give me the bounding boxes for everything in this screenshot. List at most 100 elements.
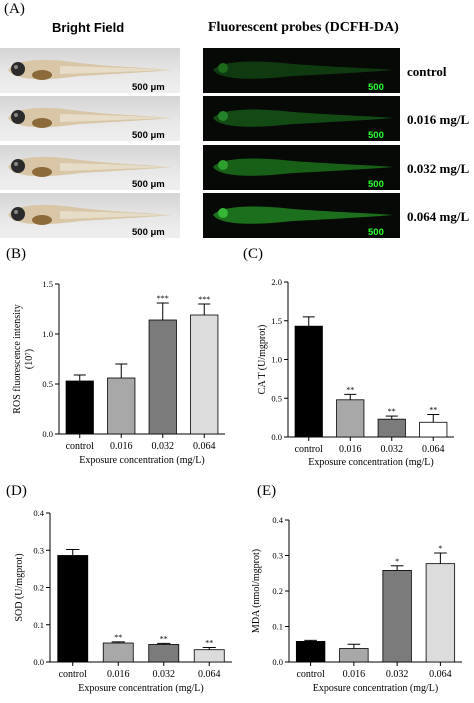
category-label: 0.032 bbox=[381, 444, 404, 455]
scale-bar-label: 500 μm bbox=[132, 82, 165, 93]
y-tick-label: 0.3 bbox=[272, 551, 283, 561]
bar bbox=[382, 570, 412, 663]
y-axis-label: CA T (U/mgprot) bbox=[257, 325, 268, 395]
y-tick-label: 1.0 bbox=[271, 355, 282, 365]
y-tick-label: 0.1 bbox=[33, 620, 44, 630]
bar bbox=[336, 399, 365, 438]
x-axis-label: Exposure concentration (mg/L) bbox=[313, 683, 439, 694]
fluorescent-image-control: 500 μm bbox=[203, 48, 400, 93]
bright-field-image-0-064: 500 μm bbox=[0, 193, 180, 238]
scale-bar-label: 500 μm bbox=[368, 227, 384, 238]
category-label: 0.016 bbox=[339, 444, 362, 455]
x-axis-label: Exposure concentration (mg/L) bbox=[78, 683, 204, 694]
significance-label: *** bbox=[157, 294, 169, 303]
row-label-0-032: 0.032 mg/L bbox=[407, 161, 470, 176]
bar bbox=[339, 648, 369, 663]
y-tick-label: 0.3 bbox=[33, 545, 44, 555]
y-tick-label: 0.0 bbox=[272, 657, 283, 667]
significance-label: ** bbox=[114, 633, 122, 642]
bright-field-image-0-016: 500 μm bbox=[0, 96, 180, 141]
category-label: 0.016 bbox=[107, 669, 130, 680]
sod-bar-chart: 0.0 0.1 0.2 0.3 0.4 control 0.016 ** 0.032 ** 0.06… bbox=[14, 508, 232, 694]
category-label: control bbox=[66, 441, 95, 452]
bar bbox=[425, 563, 456, 663]
y-axis-unit-label: (10⁷) bbox=[24, 349, 35, 369]
y-tick-label: 0.1 bbox=[272, 622, 283, 632]
significance-label: ** bbox=[160, 634, 168, 643]
significance-label: ** bbox=[205, 638, 213, 647]
category-label: control bbox=[295, 444, 324, 455]
bar bbox=[107, 377, 136, 435]
larva-illustration bbox=[8, 204, 172, 225]
category-label: control bbox=[296, 669, 325, 680]
y-axis-label: ROS fluorescence intensity bbox=[12, 304, 23, 413]
larva-fluorescence bbox=[213, 109, 393, 127]
x-axis-label: Exposure concentration (mg/L) bbox=[79, 455, 205, 466]
row-label-control: control bbox=[407, 64, 447, 79]
scale-bar-label: 500 μm bbox=[368, 179, 384, 190]
bright-field-image-0-032: 500 μm bbox=[0, 145, 180, 190]
scale-bar-label: 500 μm bbox=[368, 82, 384, 93]
y-tick-label: 0.0 bbox=[33, 657, 44, 667]
larva-fluorescence bbox=[213, 158, 393, 176]
significance-label: ** bbox=[346, 385, 354, 394]
category-label: 0.016 bbox=[343, 669, 366, 680]
y-tick-label: 1.0 bbox=[42, 329, 53, 339]
bar bbox=[377, 418, 406, 438]
category-label: 0.064 bbox=[422, 444, 445, 455]
larva-illustration bbox=[8, 59, 172, 80]
bar bbox=[294, 325, 323, 438]
fluorescent-image-0-016: 500 μm bbox=[203, 96, 400, 141]
significance-label: ** bbox=[388, 407, 396, 416]
panel-b-letter: (B) bbox=[6, 246, 26, 262]
y-tick-label: 0.0 bbox=[271, 432, 282, 442]
ros-bar-chart: 0.0 0.5 1.0 1.5 control 0.016 0.032 *** 0.064 ***… bbox=[12, 279, 225, 466]
bar bbox=[193, 649, 225, 663]
bright-field-title: Bright Field bbox=[52, 20, 125, 35]
significance-label: * bbox=[395, 557, 399, 566]
bright-field-image-control: 500 μm bbox=[0, 48, 180, 93]
bar bbox=[190, 314, 219, 435]
category-label: 0.064 bbox=[193, 441, 216, 452]
significance-label: * bbox=[438, 544, 442, 553]
larva-fluorescence bbox=[213, 206, 393, 224]
y-tick-label: 0.4 bbox=[33, 508, 44, 518]
category-label: 0.016 bbox=[110, 441, 133, 452]
fluorescent-probe-title: Fluorescent probes (DCFH-DA) bbox=[208, 20, 399, 35]
fluorescent-image-0-064: 500 μm bbox=[203, 193, 400, 238]
panel-c-letter: (C) bbox=[243, 246, 263, 262]
category-label: 0.064 bbox=[429, 669, 452, 680]
category-label: 0.032 bbox=[152, 441, 175, 452]
y-tick-label: 0.2 bbox=[33, 583, 44, 593]
mda-bar-chart: 0.0 0.1 0.2 0.3 0.4 control 0.016 0.032 * 0.064 * M… bbox=[251, 515, 462, 694]
significance-label: ** bbox=[429, 406, 437, 415]
bar bbox=[295, 641, 326, 663]
fluorescent-image-0-032: 500 μm bbox=[203, 145, 400, 190]
significance-label: *** bbox=[198, 295, 210, 304]
x-axis-label: Exposure concentration (mg/L) bbox=[308, 457, 434, 468]
larva-fluorescence bbox=[213, 61, 393, 79]
scale-bar-label: 500 μm bbox=[132, 179, 165, 190]
larva-illustration bbox=[8, 156, 172, 177]
bar bbox=[419, 421, 448, 438]
category-label: control bbox=[59, 669, 88, 680]
category-label: 0.032 bbox=[153, 669, 176, 680]
y-tick-label: 0.0 bbox=[42, 429, 53, 439]
panel-e-letter: (E) bbox=[257, 483, 277, 499]
larva-illustration bbox=[8, 107, 172, 128]
bar bbox=[148, 644, 180, 663]
row-label-0-016: 0.016 mg/L bbox=[407, 112, 470, 127]
y-axis-label: SOD (U/mgprot) bbox=[14, 553, 25, 621]
bar bbox=[65, 380, 94, 435]
scale-bar-label: 500 μm bbox=[368, 130, 384, 141]
y-tick-label: 0.5 bbox=[271, 393, 282, 403]
panel-a-letter: (A) bbox=[4, 1, 25, 17]
y-tick-label: 0.5 bbox=[42, 379, 53, 389]
y-tick-label: 1.5 bbox=[42, 279, 53, 289]
y-tick-label: 1.5 bbox=[271, 316, 282, 326]
row-label-0-064: 0.064 mg/L bbox=[407, 209, 470, 224]
y-tick-label: 0.2 bbox=[272, 586, 283, 596]
category-label: 0.064 bbox=[198, 669, 221, 680]
category-label: 0.032 bbox=[386, 669, 409, 680]
y-tick-label: 2.0 bbox=[271, 277, 282, 287]
